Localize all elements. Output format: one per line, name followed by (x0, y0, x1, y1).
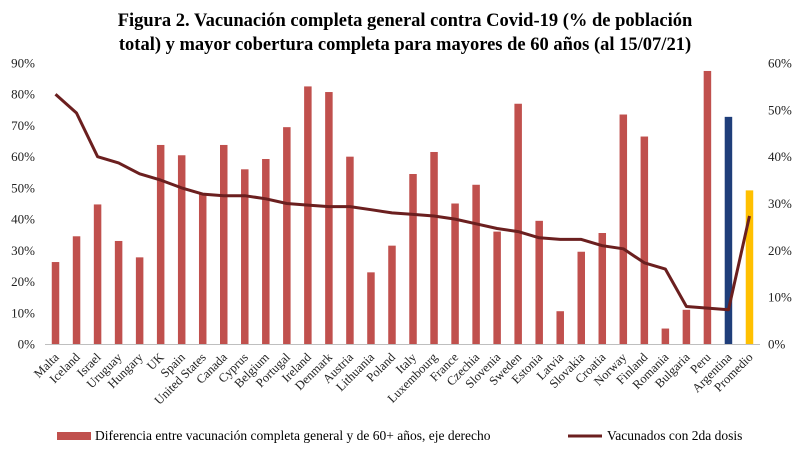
chart-title-line-2: total) y mayor cobertura completa para m… (119, 35, 691, 55)
right-axis-tick-label: 50% (768, 102, 792, 117)
bar-peru (703, 70, 712, 344)
right-axis-tick-label: 40% (768, 149, 792, 164)
bar-uruguay (114, 240, 123, 344)
left-axis-tick-label: 40% (11, 212, 35, 227)
left-axis-tick-label: 10% (11, 305, 35, 320)
bar-norway (619, 114, 628, 345)
bar-czechia (472, 184, 480, 344)
bar-latvia (556, 311, 564, 344)
left-axis-tick-label: 20% (11, 274, 35, 289)
right-axis-tick-label: 0% (768, 337, 786, 352)
bar-sweden (514, 103, 522, 345)
bar-lithuania (367, 272, 375, 344)
left-axis-tick-label: 80% (11, 87, 35, 102)
legend-label-bars: Diferencia entre vacunación completa gen… (95, 428, 491, 443)
left-axis-tick-label: 0% (18, 337, 36, 352)
bar-italy (409, 173, 417, 344)
bar-denmark (325, 92, 333, 344)
bar-israel (93, 204, 102, 344)
bar-romania (661, 328, 670, 344)
bar-uk (156, 144, 165, 344)
right-axis-tick-label: 60% (768, 56, 792, 71)
bar-poland (388, 245, 396, 344)
right-axis-tick-label: 10% (768, 290, 792, 305)
bar-slovenia (493, 231, 501, 344)
bar-hungary (135, 257, 144, 344)
bar-estonia (535, 220, 543, 344)
right-axis-tick-label: 20% (768, 243, 792, 258)
legend-swatch-bars (57, 432, 91, 440)
bar-slovakia (577, 251, 585, 344)
bar-france (451, 203, 459, 344)
bar-belgium (262, 159, 270, 344)
bar-portugal (283, 127, 291, 344)
legend-label-line: Vacunados con 2da dosis (607, 428, 742, 443)
chart-title-line-1: Figura 2. Vacunación completa general co… (118, 11, 693, 31)
left-axis-tick-label: 90% (11, 56, 35, 71)
right-axis-tick-label: 30% (768, 196, 792, 211)
bar-canada (220, 144, 228, 344)
left-axis-tick-label: 30% (11, 243, 35, 258)
bar-malta (51, 262, 60, 344)
bar-finland (640, 136, 649, 344)
left-axis-tick-label: 70% (11, 118, 35, 133)
bar-promedio (745, 190, 754, 344)
left-axis-tick-label: 60% (11, 149, 35, 164)
legend: Diferencia entre vacunación completa gen… (57, 428, 742, 443)
bar-austria (346, 156, 354, 344)
bar-bulgaria (682, 309, 691, 344)
bar-united-states (198, 194, 207, 344)
line-series-vacunados (54, 93, 751, 312)
bar-iceland (72, 236, 81, 344)
plot-area: 0% 10% 20% 30% 40% 50% 60% 70% 80% 90% 0% 10% 20% 30%… (11, 56, 792, 408)
bar-argentina (724, 116, 733, 344)
bar-ireland (304, 86, 312, 345)
bar-cyprus (241, 169, 249, 344)
bar-spain (177, 155, 186, 344)
left-axis-tick-label: 50% (11, 180, 35, 195)
bar-luxembourg (430, 151, 438, 344)
bar-croatia (598, 233, 607, 344)
